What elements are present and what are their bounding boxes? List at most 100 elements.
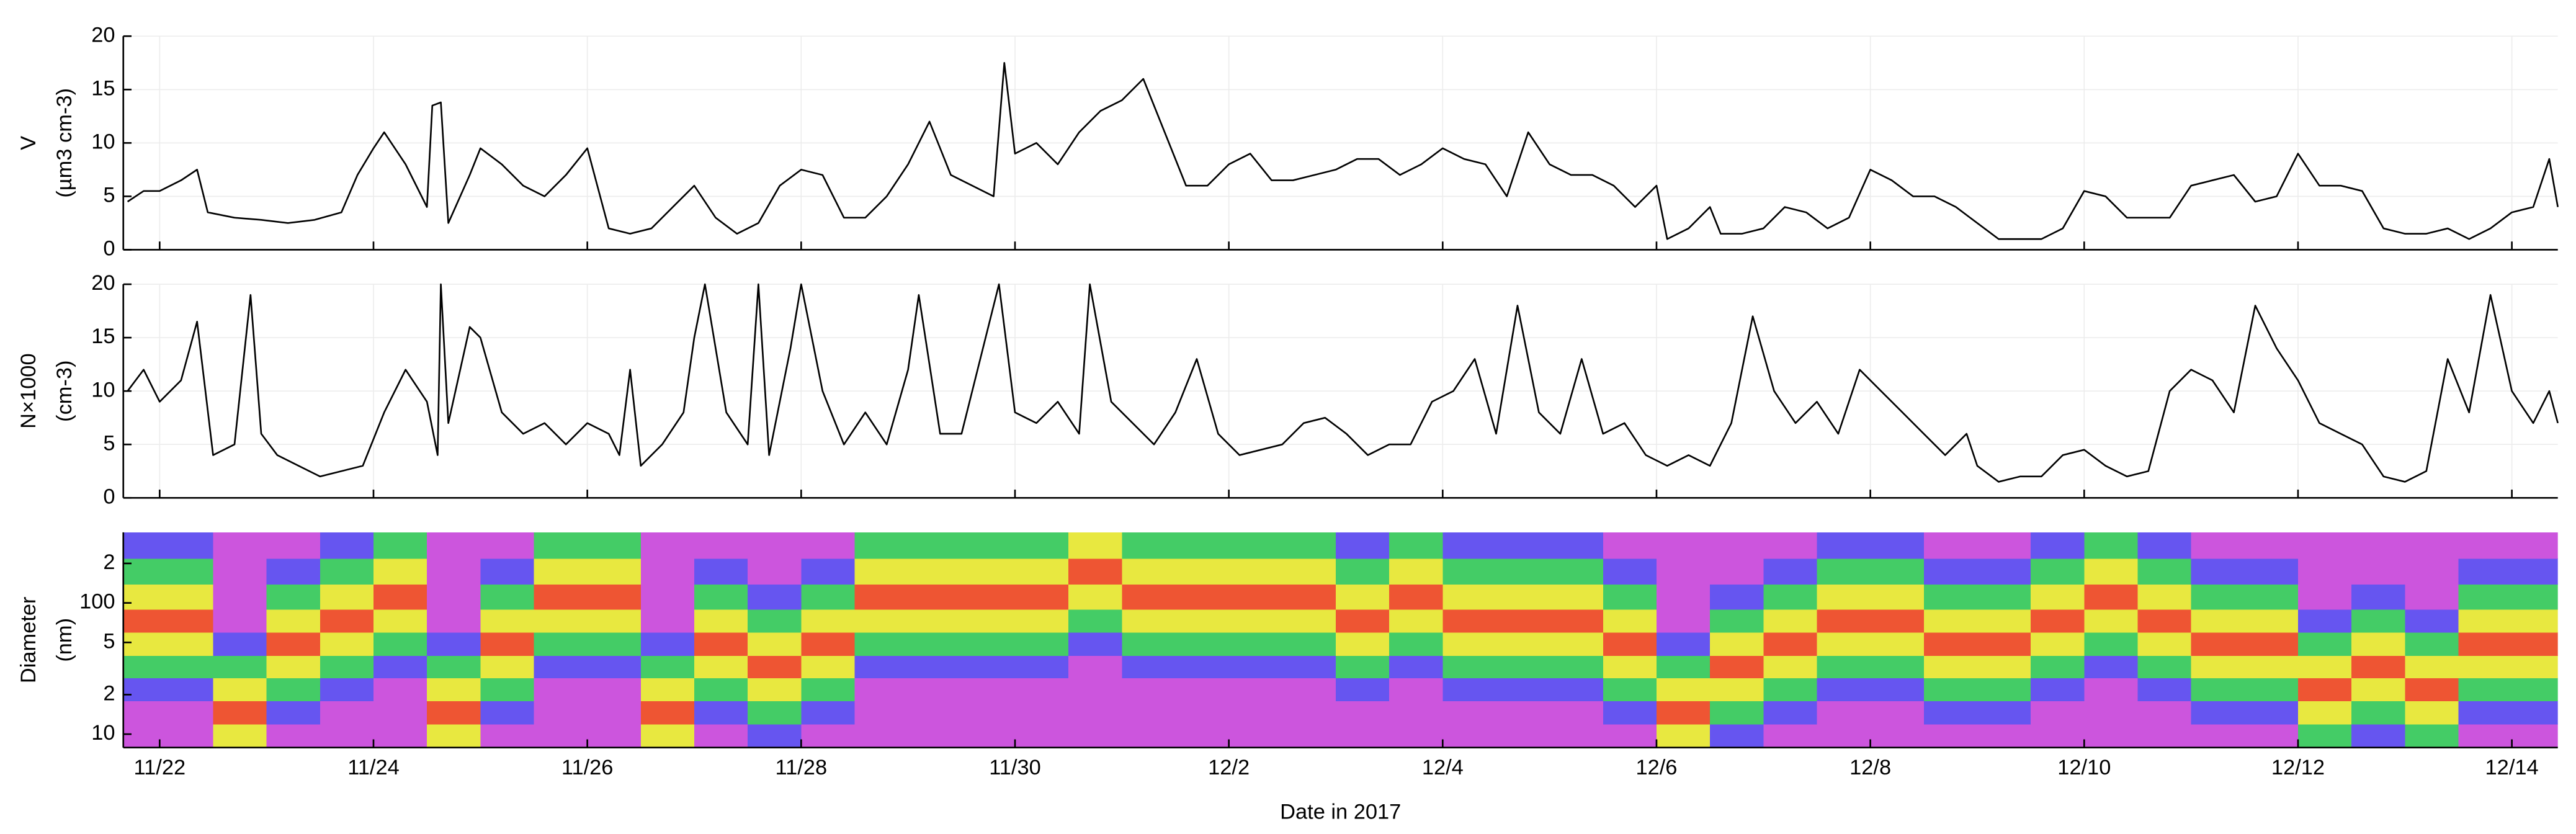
- heatmap-cell: [2405, 609, 2459, 633]
- heatmap-cell: [2137, 677, 2192, 702]
- heatmap-cell: [1389, 532, 1444, 559]
- y-tick-label: 10: [91, 721, 115, 745]
- heatmap-cell: [2297, 632, 2353, 656]
- heatmap-cell: [1817, 724, 1871, 748]
- heatmap-cell: [1228, 655, 1283, 678]
- heatmap-cell: [373, 632, 428, 656]
- heatmap-cell: [961, 558, 1016, 585]
- heatmap-cell: [2297, 532, 2353, 559]
- heatmap-cell: [373, 655, 428, 678]
- heatmap-cell: [534, 701, 588, 725]
- heatmap-cell: [1710, 655, 1764, 678]
- heatmap-cell: [2244, 632, 2299, 656]
- y-tick-label: 5: [103, 184, 115, 207]
- heatmap-cell: [123, 632, 161, 656]
- heatmap-cell: [2084, 532, 2139, 559]
- heatmap-cell: [694, 655, 749, 678]
- heatmap-cell: [1656, 558, 1711, 585]
- heatmap-cell: [373, 532, 428, 559]
- heatmap-cell: [854, 583, 909, 610]
- y-tick-label: 15: [91, 76, 115, 100]
- heatmap-cell: [1817, 558, 1871, 585]
- heatmap-cell: [801, 609, 856, 633]
- heatmap-cell: [2351, 677, 2406, 702]
- heatmap-cell: [748, 609, 802, 633]
- heatmap-cell: [694, 701, 749, 725]
- y-tick-label: 0: [103, 237, 115, 261]
- heatmap-cell: [2244, 724, 2299, 748]
- heatmap-cell: [587, 701, 642, 725]
- heatmap-cell: [1763, 677, 1818, 702]
- heatmap-cell: [1496, 677, 1550, 702]
- heatmap-cell: [1977, 632, 2032, 656]
- data-line: [127, 61, 2559, 240]
- heatmap-cell: [587, 532, 642, 559]
- heatmap-cell: [266, 655, 321, 678]
- heatmap-cell: [1603, 724, 1658, 748]
- heatmap-cell: [320, 701, 375, 725]
- heatmap-cell: [1175, 701, 1230, 725]
- x-tick-label: 12/10: [2057, 756, 2111, 779]
- heatmap-cell: [1442, 655, 1497, 678]
- heatmap-cell: [266, 724, 321, 748]
- heatmap-cell: [1014, 532, 1070, 559]
- heatmap-cell: [2351, 532, 2406, 559]
- heatmap-cell: [1710, 632, 1764, 656]
- heatmap-cell: [1923, 609, 1979, 633]
- heatmap-cell: [1389, 583, 1444, 610]
- heatmap-cell: [748, 655, 802, 678]
- heatmap-cell: [1656, 609, 1711, 633]
- heatmap-cell: [1763, 655, 1818, 678]
- heatmap-cell: [320, 724, 375, 748]
- heatmap-cell: [123, 609, 161, 633]
- heatmap-cell: [2137, 583, 2192, 610]
- heatmap-cell: [961, 532, 1016, 559]
- heatmap-cell: [1870, 724, 1925, 748]
- heatmap-cell: [159, 583, 214, 610]
- heatmap-cell: [2244, 583, 2299, 610]
- heatmap-cell: [801, 532, 856, 559]
- heatmap-cell: [2084, 701, 2139, 725]
- heatmap-cell: [1175, 609, 1230, 633]
- heatmap-cell: [1549, 632, 1604, 656]
- heatmap-cell: [1442, 677, 1497, 702]
- heatmap-cell: [1228, 724, 1283, 748]
- heatmap-cell: [1228, 701, 1283, 725]
- heatmap-cell: [2511, 724, 2558, 748]
- heatmap-cell: [534, 583, 588, 610]
- heatmap-cell: [748, 724, 802, 748]
- heatmap-cell: [961, 677, 1016, 702]
- heatmap-cell: [1175, 558, 1230, 585]
- heatmap-cell: [266, 558, 321, 585]
- heatmap-cell: [694, 558, 749, 585]
- heatmap-cell: [2511, 677, 2558, 702]
- heatmap-cell: [908, 583, 962, 610]
- heatmap-cell: [1710, 724, 1764, 748]
- heatmap-cell: [1442, 724, 1497, 748]
- heatmap-cell: [694, 583, 749, 610]
- y-tick-label: 10: [91, 130, 115, 153]
- heatmap-cell: [266, 609, 321, 633]
- heatmap-cell: [587, 609, 642, 633]
- heatmap-cell: [1442, 583, 1497, 610]
- heatmap-cell: [534, 558, 588, 585]
- heatmap-cell: [123, 724, 161, 748]
- y-tick-label: 2: [103, 550, 115, 574]
- heatmap-cell: [1817, 655, 1871, 678]
- heatmap-cell: [2297, 701, 2353, 725]
- heatmap-cell: [587, 677, 642, 702]
- heatmap-cell: [159, 724, 214, 748]
- heatmap-cell: [854, 655, 909, 678]
- heatmap-cell: [2137, 532, 2192, 559]
- heatmap-cell: [1817, 583, 1871, 610]
- heatmap-cell: [2297, 558, 2353, 585]
- heatmap-cell: [213, 609, 267, 633]
- data-line: [127, 283, 2559, 483]
- heatmap-cell: [961, 724, 1016, 748]
- heatmap-cell: [1335, 655, 1390, 678]
- heatmap-cell: [373, 701, 428, 725]
- y-tick-label: 20: [91, 271, 115, 295]
- heatmap-cell: [320, 532, 375, 559]
- heatmap-cell: [2244, 558, 2299, 585]
